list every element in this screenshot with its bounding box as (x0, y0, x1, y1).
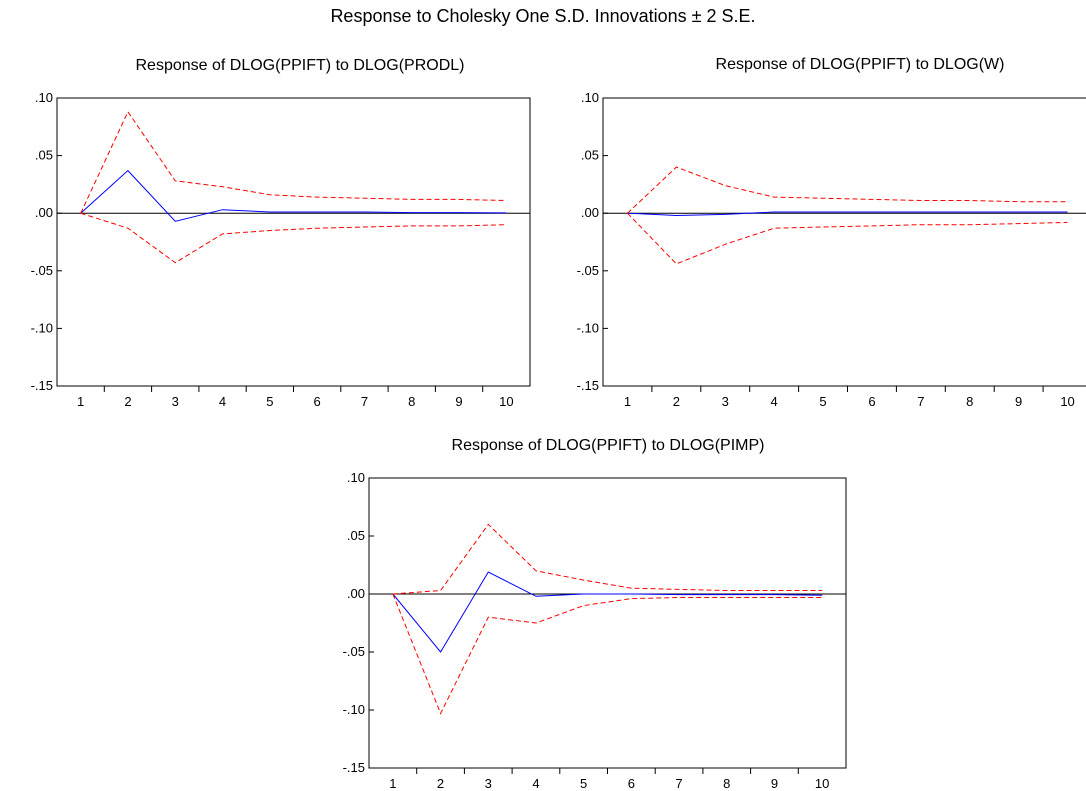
chart-panel-3: Response of DLOG(PPIFT) to DLOG(PIMP) .10… (343, 437, 847, 791)
y-tick-label: -.05 (343, 644, 365, 659)
x-tick-label: 7 (675, 776, 682, 791)
upper-band-line (80, 110, 507, 214)
x-tick-label: 9 (771, 776, 778, 791)
x-tick-label: 3 (485, 776, 492, 791)
x-tick-label: 9 (455, 394, 462, 409)
y-tick-label: .05 (35, 148, 53, 163)
chart-panel-1: Response of DLOG(PPIFT) to DLOG(PRODL) .1… (31, 57, 531, 409)
lower-band-line (392, 593, 823, 715)
y-tick-label: -.10 (577, 320, 599, 335)
x-tick-label: 10 (499, 394, 513, 409)
y-tick-label: -.15 (577, 378, 599, 393)
x-tick-label: 6 (314, 394, 321, 409)
lower-band-line (80, 212, 507, 264)
x-tick-label: 6 (628, 776, 635, 791)
x-tick-label: 2 (124, 394, 131, 409)
x-tick-label: 8 (723, 776, 730, 791)
chart-panel-2: Response of DLOG(PPIFT) to DLOG(W) .10 .05… (577, 56, 1086, 409)
x-tick-label: 1 (624, 394, 631, 409)
y-tick-label: -.15 (31, 378, 53, 393)
y-tick-label: .10 (581, 90, 599, 105)
panel-title: Response of DLOG(PPIFT) to DLOG(PRODL) (136, 57, 465, 74)
y-tick-label: .10 (347, 470, 365, 485)
plot-frame (56, 97, 531, 387)
x-tick-label: 1 (77, 394, 84, 409)
y-tick-label: .10 (35, 90, 53, 105)
x-tick-label: 8 (966, 394, 973, 409)
plot-frame (368, 477, 847, 769)
x-tick-label: 5 (580, 776, 587, 791)
x-tick-label: 8 (408, 394, 415, 409)
x-tick-label: 1 (389, 776, 396, 791)
y-tick-label: .00 (581, 205, 599, 220)
y-tick-label: .05 (347, 528, 365, 543)
response-line (392, 571, 823, 653)
lower-band-line (627, 212, 1068, 265)
x-tick-label: 2 (673, 394, 680, 409)
y-tick-label: -.05 (31, 263, 53, 278)
panel-title: Response of DLOG(PPIFT) to DLOG(W) (716, 56, 1005, 73)
response-line (627, 211, 1068, 217)
y-tick-label: -.15 (343, 760, 365, 775)
x-tick-label: 7 (361, 394, 368, 409)
y-tick-label: .05 (581, 148, 599, 163)
x-tick-label: 9 (1015, 394, 1022, 409)
x-tick-label: 6 (868, 394, 875, 409)
y-tick-label: -.10 (31, 320, 53, 335)
upper-band-line (627, 166, 1068, 214)
plot-frame (602, 97, 1086, 387)
x-tick-label: 10 (1060, 394, 1074, 409)
y-tick-label: .00 (35, 205, 53, 220)
x-tick-label: 5 (266, 394, 273, 409)
x-tick-label: 7 (917, 394, 924, 409)
x-tick-label: 10 (815, 776, 829, 791)
x-tick-label: 4 (532, 776, 539, 791)
x-tick-label: 3 (172, 394, 179, 409)
x-tick-label: 5 (819, 394, 826, 409)
x-tick-label: 3 (722, 394, 729, 409)
x-tick-label: 2 (437, 776, 444, 791)
panel-title: Response of DLOG(PPIFT) to DLOG(PIMP) (452, 437, 765, 454)
y-tick-label: .00 (347, 586, 365, 601)
y-tick-label: -.10 (343, 702, 365, 717)
response-line (80, 169, 507, 222)
figure-title: Response to Cholesky One S.D. Innovation… (330, 6, 756, 26)
x-tick-label: 4 (771, 394, 778, 409)
x-tick-label: 4 (219, 394, 226, 409)
y-tick-label: -.05 (577, 263, 599, 278)
upper-band-line (392, 523, 823, 595)
